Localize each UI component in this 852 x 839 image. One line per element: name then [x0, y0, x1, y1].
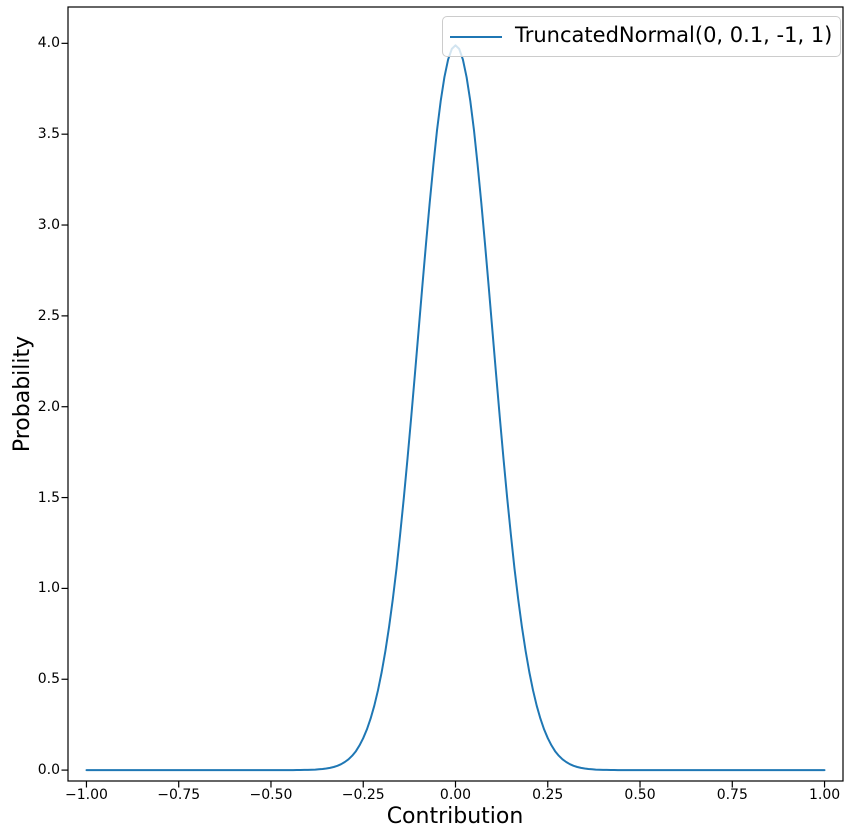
- x-tick-label: −1.00: [64, 787, 108, 803]
- legend-label: TruncatedNormal(0, 0.1, -1, 1): [515, 23, 833, 47]
- x-tick-label: 0.75: [716, 787, 748, 803]
- x-tick-label: −0.75: [157, 787, 201, 803]
- x-tick-label: 0.00: [439, 787, 472, 803]
- plot-frame: [67, 6, 844, 782]
- y-tick-label: 0.0: [37, 762, 60, 779]
- y-tick-label: 1.5: [37, 489, 60, 506]
- y-tick-label: 2.5: [37, 307, 60, 324]
- y-tick-label: 4.0: [37, 35, 60, 52]
- x-tick-label: −0.25: [341, 787, 385, 803]
- y-tick-label: 3.0: [37, 217, 60, 234]
- legend: TruncatedNormal(0, 0.1, -1, 1): [442, 16, 842, 57]
- x-axis-label: Contribution: [386, 804, 524, 829]
- y-tick-label: 0.5: [37, 671, 60, 688]
- y-tick-label: 3.5: [37, 126, 60, 143]
- x-tick-label: 0.25: [532, 787, 564, 803]
- y-axis-label: Probability: [9, 335, 35, 453]
- distribution-curve: [85, 44, 826, 772]
- x-tick-label: −0.50: [249, 787, 293, 803]
- legend-line-sample: [450, 35, 502, 38]
- y-tick-label: 1.0: [37, 580, 60, 597]
- y-tick-label: 2.0: [37, 398, 60, 415]
- tick-marks: [61, 42, 826, 788]
- x-tick-label: 0.50: [624, 787, 656, 803]
- x-tick-label: 1.00: [808, 787, 841, 803]
